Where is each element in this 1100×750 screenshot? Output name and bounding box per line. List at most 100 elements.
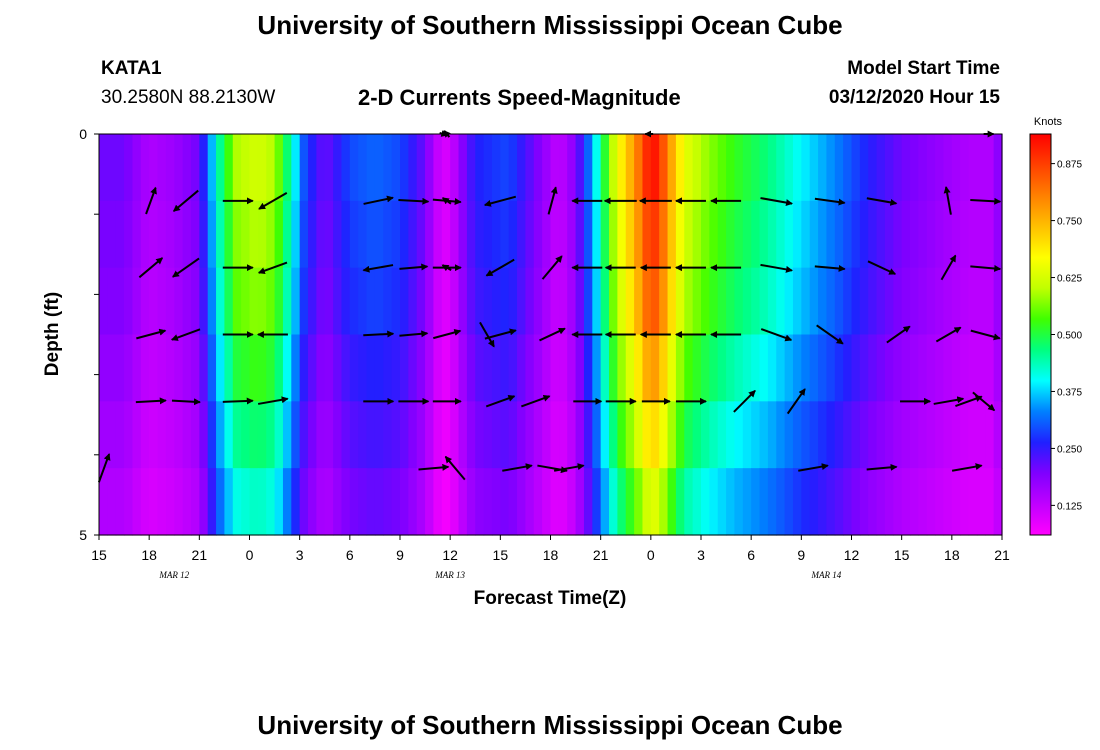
heat-cell [308,401,317,469]
heat-cell [241,267,251,336]
current-vector [172,189,199,212]
heat-cell [232,401,242,469]
heat-cell [567,334,577,402]
heat-cell [558,267,568,336]
heat-cell [366,267,376,336]
heat-cell [843,334,853,402]
heat-cell [625,334,635,402]
heat-cell [450,134,460,202]
heat-cell [517,334,527,402]
heat-cell [558,334,568,402]
heat-cell [859,334,869,402]
heat-cell [818,200,828,269]
heat-cell [550,200,560,269]
heat-cell [550,401,560,469]
heat-cell [935,334,945,402]
x-tick-label: 0 [246,547,254,563]
heat-cell [675,468,685,536]
heat-cell [583,267,593,336]
heat-cell [951,134,961,202]
heat-cell [316,401,326,469]
heat-cell [182,134,192,202]
heat-cell [876,267,886,336]
heat-cell [943,468,953,536]
heat-cell [734,267,744,336]
heat-cell [567,200,577,269]
heat-cell [759,401,769,469]
heat-cell [742,267,752,336]
heat-cell [232,200,242,269]
heat-cell [433,334,443,402]
heat-cell [291,334,301,402]
heat-cell [684,401,694,469]
heat-cell [642,401,652,469]
heat-cell [583,468,593,536]
heat-cell [684,200,694,269]
heat-cell [149,267,159,336]
heat-cell [391,267,401,336]
heat-cell [659,334,669,402]
heat-cell [433,267,443,336]
heat-cell [508,468,518,536]
heat-cell [918,267,928,336]
heat-cell [165,134,175,202]
x-tick-label: 18 [141,547,157,563]
heat-cell [374,134,384,202]
heat-cell [876,334,886,402]
heat-cell [291,200,301,269]
heat-cell [692,468,702,536]
heat-cell [299,468,309,536]
heat-cell [818,134,828,202]
heat-cell [483,401,493,469]
heat-cell [458,468,468,536]
heat-cell [843,468,853,536]
heat-cell [542,334,552,402]
date-label: MAR 14 [811,570,842,580]
heat-cell [500,134,510,202]
heat-cell [642,134,652,202]
heat-cell [383,267,393,336]
model-start-label: Model Start Time [847,58,1000,79]
heat-cell [851,334,861,402]
heat-cell [642,267,652,336]
x-tick-label: 3 [697,547,705,563]
heat-cell [701,134,710,202]
current-vector [798,463,829,472]
heat-cell [634,134,644,202]
heat-cell [366,468,376,536]
colorbar-tick-label: 0.875 [1057,160,1082,171]
heat-cell [717,468,727,536]
heat-cell [542,468,552,536]
heat-cell [868,334,878,402]
heat-cell [266,200,276,269]
heat-cell [910,401,919,469]
heat-cell [951,267,961,336]
heat-cell [960,267,970,336]
heat-cell [776,200,786,269]
heat-cell [466,134,476,202]
heat-cell [834,134,844,202]
heat-cell [308,200,317,269]
heat-cell [324,134,334,202]
heat-cell [792,134,802,202]
heat-cell [282,134,292,202]
current-vector [145,186,157,215]
heat-cell [299,200,309,269]
heat-cell [625,134,635,202]
current-vector [399,263,429,271]
current-vector [733,390,756,413]
heat-cell [985,334,995,402]
heat-cell [174,401,184,469]
speed-heatmap [99,134,1003,536]
heat-cell [884,200,894,269]
heat-cell [951,200,961,269]
heat-cell [224,468,234,536]
current-vector [135,397,167,405]
heat-cell [650,468,660,536]
heat-cell [550,134,560,202]
heat-cell [441,134,451,202]
heat-cell [324,401,334,469]
heat-cell [182,200,192,269]
y-tick-label: 0 [79,126,87,142]
heat-cell [182,334,192,402]
